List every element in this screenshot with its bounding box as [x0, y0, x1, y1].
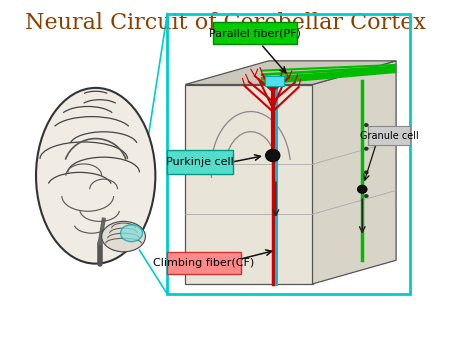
Text: Neural Circuit of Cerebellar Cortex: Neural Circuit of Cerebellar Cortex — [25, 12, 425, 34]
Circle shape — [357, 185, 367, 193]
Ellipse shape — [121, 225, 143, 242]
Bar — [265, 76, 284, 86]
FancyBboxPatch shape — [213, 22, 297, 44]
Text: Climbing fiber(CF): Climbing fiber(CF) — [153, 258, 255, 268]
Ellipse shape — [102, 221, 145, 252]
FancyBboxPatch shape — [167, 150, 233, 174]
Text: Purkinje cell: Purkinje cell — [166, 157, 234, 167]
Polygon shape — [185, 61, 396, 84]
Text: Parallel fiber(PF): Parallel fiber(PF) — [209, 28, 301, 38]
Circle shape — [364, 194, 369, 198]
Polygon shape — [185, 84, 313, 284]
Bar — [167, 14, 410, 294]
FancyBboxPatch shape — [368, 126, 410, 145]
Text: Granule cell: Granule cell — [360, 130, 418, 141]
Circle shape — [364, 147, 369, 151]
Circle shape — [266, 149, 280, 162]
Polygon shape — [313, 61, 396, 284]
Circle shape — [364, 170, 369, 174]
FancyBboxPatch shape — [167, 252, 241, 274]
Circle shape — [364, 123, 369, 127]
Ellipse shape — [36, 88, 155, 264]
